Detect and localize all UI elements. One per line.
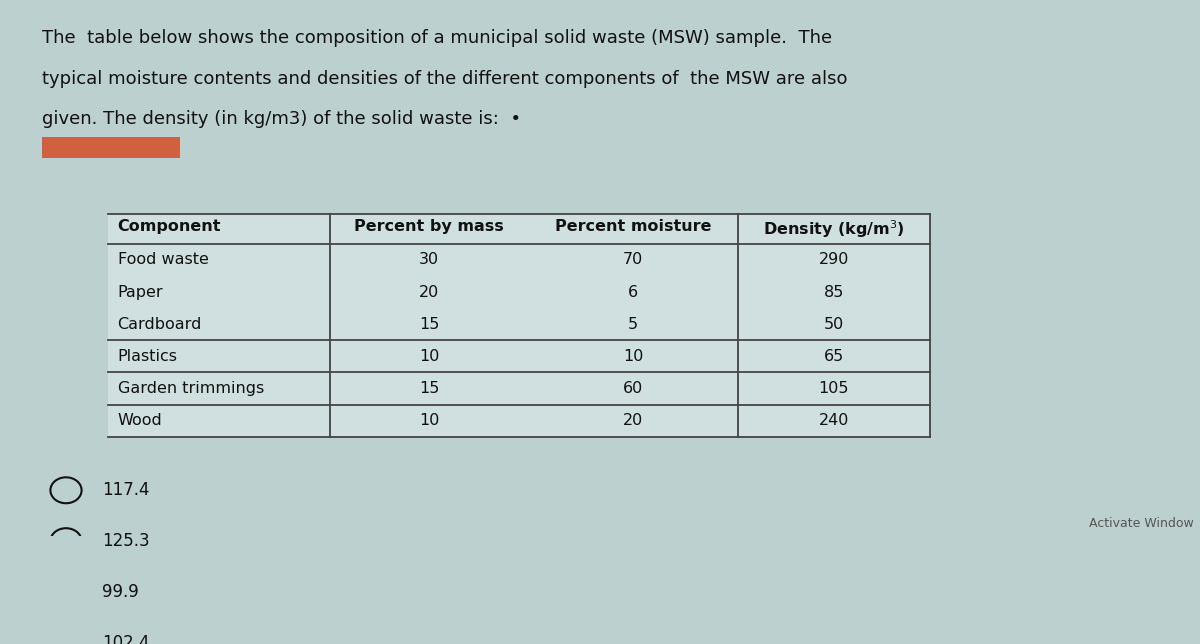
Text: 10: 10 (419, 413, 439, 428)
Text: Garden trimmings: Garden trimmings (118, 381, 264, 396)
FancyBboxPatch shape (42, 137, 180, 158)
Text: 60: 60 (623, 381, 643, 396)
Text: 30: 30 (419, 252, 439, 267)
Text: The  table below shows the composition of a municipal solid waste (MSW) sample. : The table below shows the composition of… (42, 30, 832, 48)
Text: 15: 15 (419, 381, 439, 396)
Text: 99.9: 99.9 (102, 583, 139, 601)
Text: 85: 85 (824, 285, 844, 299)
Text: Food waste: Food waste (118, 252, 209, 267)
Text: 15: 15 (419, 317, 439, 332)
Text: 117.4: 117.4 (102, 481, 150, 499)
Text: Percent by mass: Percent by mass (354, 218, 504, 234)
Text: 290: 290 (818, 252, 850, 267)
Text: 20: 20 (623, 413, 643, 428)
Text: Percent moisture: Percent moisture (554, 218, 712, 234)
Text: Cardboard: Cardboard (118, 317, 202, 332)
Text: Plastics: Plastics (118, 349, 178, 364)
Text: Component: Component (118, 218, 221, 234)
Text: 20: 20 (419, 285, 439, 299)
Text: given. The density (in kg/m3) of the solid waste is:  •: given. The density (in kg/m3) of the sol… (42, 110, 521, 128)
Text: 240: 240 (818, 413, 850, 428)
Text: Activate Window: Activate Window (1090, 518, 1194, 531)
Text: Wood: Wood (118, 413, 162, 428)
Text: 125.3: 125.3 (102, 532, 150, 550)
Text: 65: 65 (824, 349, 844, 364)
FancyBboxPatch shape (108, 214, 930, 437)
Text: 105: 105 (818, 381, 850, 396)
Text: 10: 10 (419, 349, 439, 364)
Text: Density (kg/m$^3$): Density (kg/m$^3$) (763, 218, 905, 240)
Text: Paper: Paper (118, 285, 163, 299)
Text: 5: 5 (628, 317, 638, 332)
Text: 6: 6 (628, 285, 638, 299)
Text: typical moisture contents and densities of the different components of  the MSW : typical moisture contents and densities … (42, 70, 847, 88)
Text: 10: 10 (623, 349, 643, 364)
Text: 50: 50 (824, 317, 844, 332)
Text: 102.4: 102.4 (102, 634, 150, 644)
Text: 70: 70 (623, 252, 643, 267)
